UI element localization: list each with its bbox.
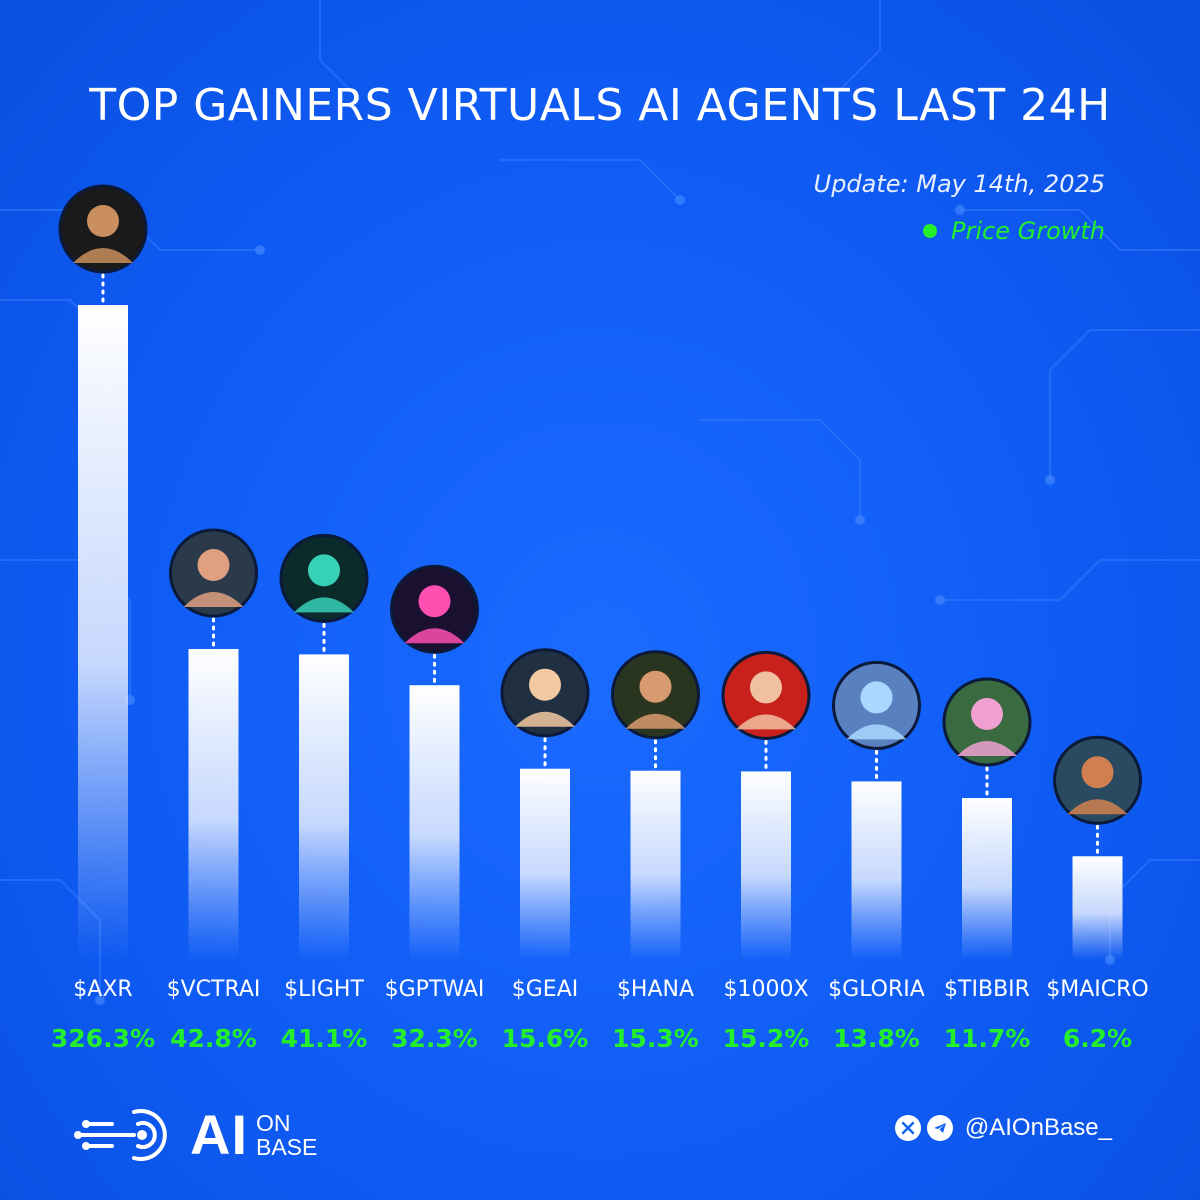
logo-sub-text: ON BASE <box>256 1111 317 1159</box>
legend-dot-icon <box>923 224 937 238</box>
avatar-1000x-icon <box>721 650 811 740</box>
legend-label: Price Growth <box>951 217 1105 245</box>
logo-ai-text: AI <box>190 1103 248 1166</box>
bar-maicro <box>1072 856 1123 960</box>
logo-base-text: BASE <box>256 1134 318 1160</box>
value-label: 6.2% <box>1063 1024 1132 1053</box>
bar-vctrai <box>188 649 239 960</box>
x-logo-icon[interactable] <box>894 1115 921 1141</box>
social-handle[interactable]: @AIOnBase_ <box>964 1114 1112 1141</box>
tick-label: $VCTRAI <box>167 977 261 1002</box>
bar-hana <box>630 770 681 960</box>
bar-axr <box>78 305 128 960</box>
bar-1000x <box>741 771 791 960</box>
avatar-axr-icon <box>58 184 148 274</box>
tick-label: $GLORIA <box>828 977 925 1002</box>
update-date: Update: May 14th, 2025 <box>813 170 1105 198</box>
logo-on-text: ON <box>256 1110 291 1136</box>
chart-legend: Price Growth <box>923 217 1105 245</box>
tick-label: $HANA <box>617 977 694 1002</box>
avatar-maicro-icon <box>1053 735 1142 825</box>
value-label: 15.6% <box>502 1024 589 1053</box>
ai-on-base-logo: AI ON BASE <box>72 1100 342 1170</box>
social-links: @AIOnBase_ <box>894 1114 1112 1142</box>
bar-geai <box>520 768 570 960</box>
tick-label: $GPTWAI <box>385 977 485 1002</box>
bar-gptwai <box>409 685 460 960</box>
tick-label: $AXR <box>73 977 132 1002</box>
value-label: 41.1% <box>281 1024 368 1053</box>
value-label: 32.3% <box>391 1024 478 1053</box>
telegram-icon[interactable] <box>926 1115 953 1141</box>
bar-gloria <box>851 781 902 960</box>
tick-label: $GEAI <box>512 977 578 1002</box>
avatar-vctrai-icon <box>169 528 258 618</box>
avatar-tibbir-icon <box>942 677 1032 767</box>
circuit-logo-icon <box>74 1109 167 1161</box>
avatar-light-icon <box>279 533 369 623</box>
value-label: 15.2% <box>723 1024 810 1053</box>
avatar-gptwai-icon <box>390 564 479 654</box>
avatar-gloria-icon <box>832 660 921 750</box>
bar-tibbir <box>962 798 1012 960</box>
avatar-hana-icon <box>611 650 700 740</box>
tick-label: $LIGHT <box>284 977 364 1002</box>
bar-light <box>299 654 349 960</box>
value-label: 42.8% <box>170 1024 257 1053</box>
value-label: 15.3% <box>612 1024 699 1053</box>
tick-label: $MAICRO <box>1046 977 1148 1002</box>
tick-label: $TIBBIR <box>944 977 1030 1002</box>
tick-label: $1000X <box>723 977 808 1002</box>
value-label: 11.7% <box>944 1024 1031 1053</box>
value-label: 13.8% <box>833 1024 920 1053</box>
avatar-geai-icon <box>500 648 590 738</box>
chart-title: TOP GAINERS VIRTUALS AI AGENTS LAST 24H <box>89 80 1111 131</box>
value-label: 326.3% <box>51 1024 155 1053</box>
